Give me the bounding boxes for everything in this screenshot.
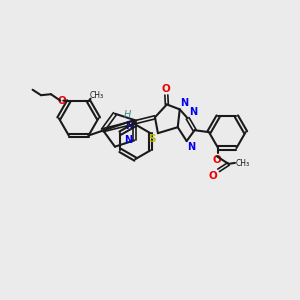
Text: N: N — [187, 142, 195, 152]
Text: H: H — [123, 110, 131, 120]
Text: N: N — [125, 121, 133, 131]
Text: O: O — [213, 155, 221, 166]
Text: N: N — [180, 98, 188, 108]
Text: S: S — [148, 134, 156, 144]
Text: CH₃: CH₃ — [236, 159, 250, 168]
Text: O: O — [57, 96, 66, 106]
Text: N: N — [124, 135, 132, 145]
Text: O: O — [209, 171, 218, 181]
Text: O: O — [162, 84, 171, 94]
Text: N: N — [189, 107, 197, 117]
Text: CH₃: CH₃ — [90, 91, 104, 100]
